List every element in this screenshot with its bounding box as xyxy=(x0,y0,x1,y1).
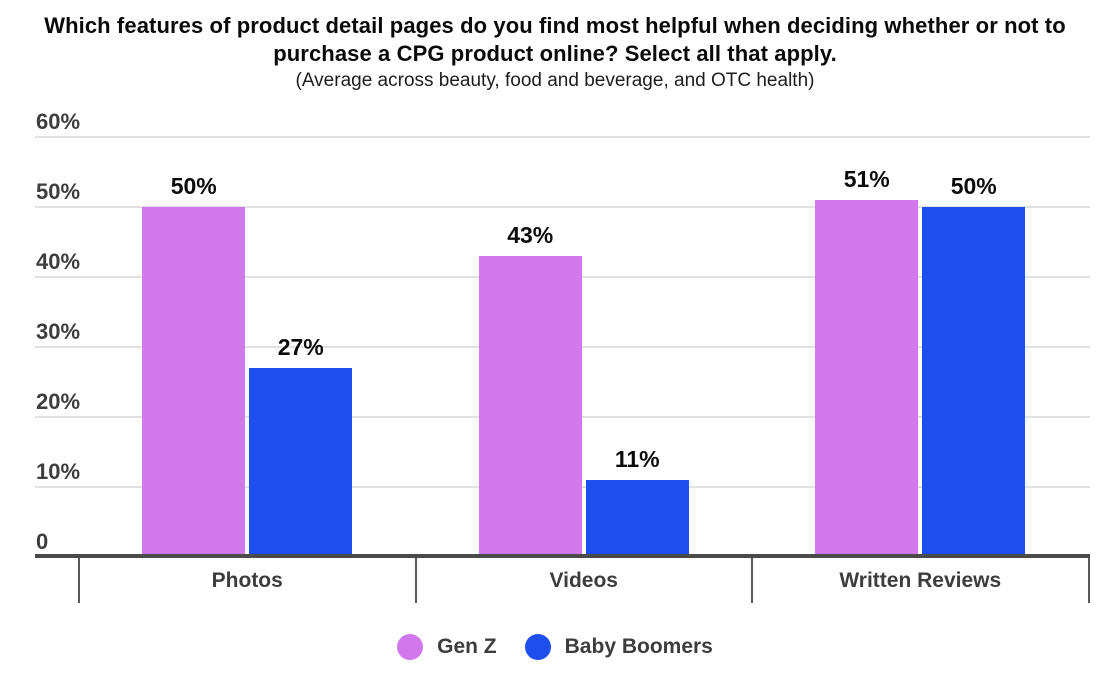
bar-baby-boomers-photos xyxy=(249,368,353,557)
legend-label: Baby Boomers xyxy=(564,635,713,658)
bar-baby-boomers-videos xyxy=(585,480,689,557)
legend-item-gen-z: Gen Z xyxy=(397,634,497,660)
bar-value-label: 50% xyxy=(950,173,997,199)
bar-value-label: 51% xyxy=(843,166,890,192)
gridline xyxy=(35,206,1090,208)
bar-gen-z-videos xyxy=(478,256,582,557)
x-axis-line xyxy=(35,554,1090,558)
bar-value-label: 43% xyxy=(507,222,554,248)
y-axis-tick-label: 20% xyxy=(36,389,81,414)
x-axis-tick xyxy=(78,558,80,603)
x-axis-category-label: Photos xyxy=(211,569,283,592)
y-axis-tick-label: 40% xyxy=(36,249,81,274)
x-axis-category-label: Videos xyxy=(549,569,618,592)
bar-baby-boomers-written-reviews xyxy=(922,207,1026,557)
x-axis-category-label: Written Reviews xyxy=(839,569,1002,592)
chart-subtitle: (Average across beauty, food and beverag… xyxy=(295,70,815,91)
bar-value-label: 11% xyxy=(614,446,660,472)
bar-value-label: 50% xyxy=(170,173,217,199)
x-axis-tick xyxy=(751,558,753,603)
page-title: Which features of product detail pages d… xyxy=(0,12,1110,69)
legend: Gen Z Baby Boomers xyxy=(0,634,1110,660)
legend-swatch-icon xyxy=(524,634,551,660)
y-axis-tick-label: 0 xyxy=(36,529,49,554)
y-axis-tick-label: 60% xyxy=(36,109,81,134)
x-axis-tick xyxy=(414,558,417,603)
gridline xyxy=(35,136,1090,138)
plot-area: 50% 27% 43% 11% 51% 50% xyxy=(35,136,1090,557)
legend-item-baby-boomers: Baby Boomers xyxy=(524,634,713,660)
bar-gen-z-photos xyxy=(142,207,246,557)
bar-value-label: 27% xyxy=(277,334,324,360)
y-axis-tick-label: 50% xyxy=(36,179,81,204)
bar-gen-z-written-reviews xyxy=(815,200,919,557)
chart-title-text: Which features of product detail pages d… xyxy=(44,13,1066,66)
x-axis-tick xyxy=(1087,558,1090,603)
y-axis-tick-label: 10% xyxy=(36,459,81,484)
legend-swatch-icon xyxy=(397,634,424,660)
legend-label: Gen Z xyxy=(437,635,497,658)
y-axis-tick-label: 30% xyxy=(36,319,81,344)
